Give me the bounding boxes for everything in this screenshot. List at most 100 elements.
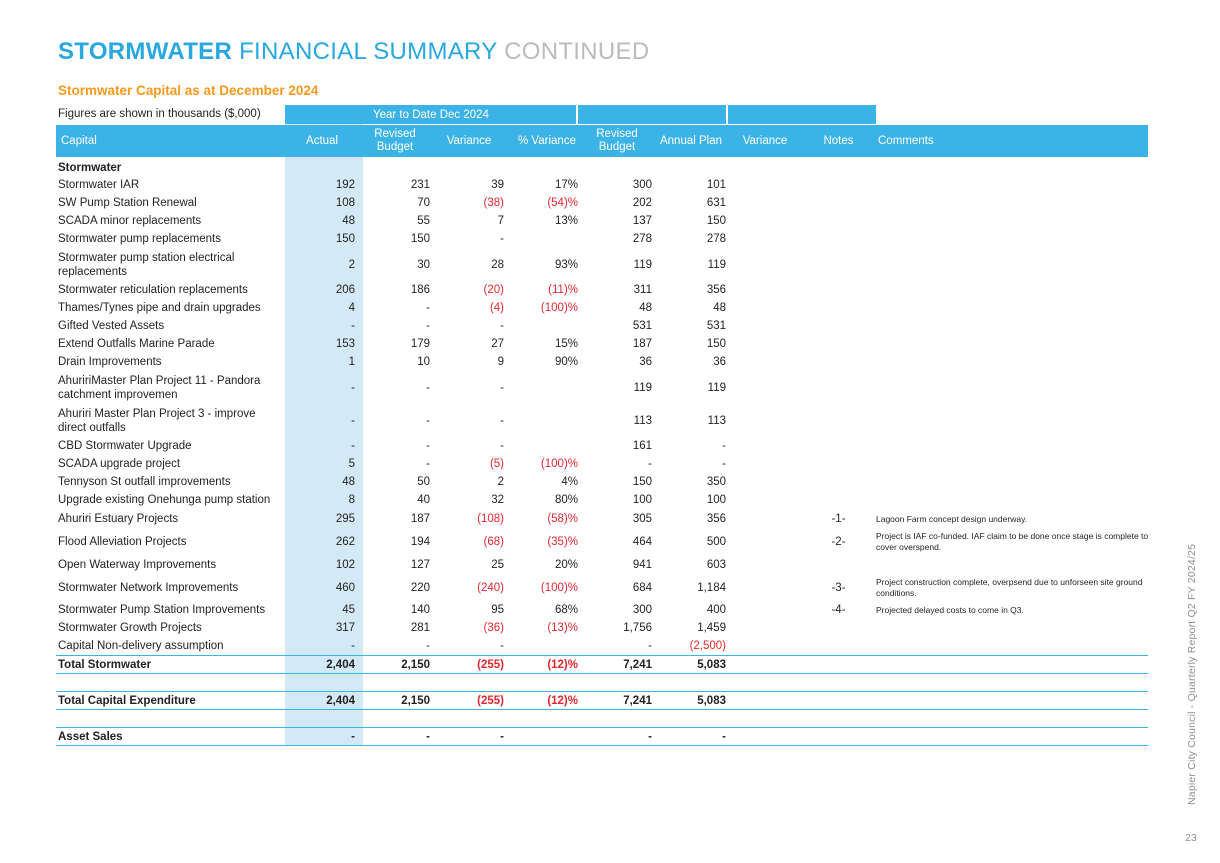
variance-ytd-cell: (255) [477, 658, 504, 671]
table-row: SCADA upgrade project 5 - (5) (100)% - - [56, 455, 1148, 473]
col-revised-budget: Revised Budget [596, 128, 638, 153]
row-label: Open Waterway Improvements [58, 559, 217, 571]
pct-variance-cell [508, 404, 578, 437]
figures-note: Figures are shown in thousands ($,000) [58, 108, 261, 120]
variance-ytd-cell: (68) [483, 536, 504, 548]
title-part-3: CONTINUED [504, 38, 650, 65]
row-label: AhuririMaster Plan Project 11 - Pandora … [58, 374, 261, 401]
variance-ytd-cell: (38) [483, 197, 504, 209]
comment-cell [876, 281, 1151, 299]
variance-ytd-cell: - [500, 414, 504, 427]
revised-budget-cell: - [648, 458, 652, 470]
variance-ytd-cell: (4) [489, 302, 504, 314]
annual-plan-cell: 5,083 [697, 658, 726, 671]
comment-cell: Project is IAF co-funded. IAF claim to b… [876, 531, 1149, 552]
table-row: AhuririMaster Plan Project 11 - Pandora … [56, 371, 1148, 404]
revised-budget-cell: 202 [632, 197, 652, 209]
comment-cell [876, 437, 1151, 455]
row-label: Stormwater Growth Projects [58, 622, 202, 634]
revised-budget-ytd-cell: 55 [417, 215, 430, 227]
row-label: SCADA upgrade project [58, 458, 181, 470]
comment-cell [876, 371, 1151, 404]
row-label: Gifted Vested Assets [58, 320, 165, 332]
notes-cell [816, 637, 861, 655]
revised-budget-cell: 7,241 [623, 694, 652, 707]
pct-variance-cell: (100)% [540, 582, 578, 594]
annual-plan-cell: 356 [706, 284, 726, 296]
budget-header-band [578, 105, 726, 124]
revised-budget-cell: 311 [633, 284, 652, 296]
ytd-header-band [285, 105, 576, 124]
revised-budget-cell: 531 [632, 320, 652, 332]
actual-cell: 5 [348, 458, 355, 470]
row-label: Stormwater Pump Station Improvements [58, 604, 266, 616]
actual-cell: 1 [348, 356, 355, 368]
revised-budget-ytd-cell: 2,150 [401, 658, 430, 671]
row-label: Stormwater reticulation replacements [58, 284, 248, 296]
revised-budget-ytd-cell: 150 [410, 233, 430, 245]
comment-cell [876, 404, 1151, 437]
pct-variance-cell: (100)% [540, 302, 578, 314]
actual-cell: 108 [335, 197, 355, 209]
pct-variance-cell: 90% [554, 356, 578, 368]
comment-cell [876, 299, 1151, 317]
row-label: Thames/Tynes pipe and drain upgrades [58, 302, 261, 314]
pct-variance-cell: (100)% [540, 458, 578, 470]
annual-plan-cell: 48 [713, 302, 726, 314]
table-row: Ahuriri Master Plan Project 3 - improve … [56, 404, 1148, 437]
revised-budget-ytd-cell: - [426, 640, 430, 652]
row-label: Total Stormwater [58, 658, 152, 671]
notes-cell [816, 404, 861, 437]
actual-cell: - [351, 640, 355, 652]
pct-variance-cell [508, 317, 578, 335]
revised-budget-ytd-cell: 231 [410, 179, 430, 191]
pct-variance-cell [508, 637, 578, 655]
pct-variance-cell: (11)% [548, 284, 578, 296]
revised-budget-ytd-cell: 187 [410, 513, 430, 525]
actual-cell: 48 [342, 476, 355, 488]
row-label: Asset Sales [58, 730, 123, 743]
actual-cell: - [351, 730, 355, 743]
variance-ytd-cell: - [500, 233, 504, 245]
variance-ytd-cell: (20) [483, 284, 504, 296]
variance-ytd-cell: 7 [497, 215, 504, 227]
table-row: Stormwater Growth Projects 317 281 (36) (13)… [56, 619, 1148, 637]
pct-variance-cell: 20% [554, 559, 578, 571]
pct-variance-cell: 13% [554, 215, 578, 227]
table-row: SCADA minor replacements 48 55 7 13% 137 150 [56, 212, 1148, 230]
actual-cell: 206 [335, 284, 355, 296]
table-row: Stormwater Pump Station Improvements 45 14… [56, 601, 1148, 619]
pct-variance-cell: 17% [554, 179, 578, 191]
table-row: Stormwater Network Improvements 460 220 (24… [56, 575, 1148, 601]
revised-budget-cell: 36 [639, 356, 652, 368]
row-label: SCADA minor replacements [58, 215, 202, 227]
revised-budget-cell: 137 [632, 215, 652, 227]
revised-budget-cell: 187 [632, 338, 652, 350]
table-row: SW Pump Station Renewal 108 70 (38) (54)% 202… [56, 194, 1148, 212]
pct-variance-cell: 4% [561, 476, 578, 488]
actual-cell: 262 [335, 536, 355, 548]
revised-budget-ytd-cell: 140 [410, 604, 430, 616]
comment-cell: Project construction complete, overpsend… [876, 577, 1143, 598]
annual-plan-cell: 119 [707, 381, 726, 394]
actual-cell: 4 [348, 302, 355, 314]
section-label: Stormwater [58, 161, 122, 174]
actual-cell: 2,404 [326, 658, 355, 671]
row-label: CBD Stormwater Upgrade [58, 440, 192, 452]
revised-budget-cell: 7,241 [623, 658, 652, 671]
annual-plan-cell: 150 [706, 215, 726, 227]
notes-cell [816, 299, 861, 317]
annual-plan-cell: - [722, 458, 726, 470]
revised-budget-ytd-cell: 127 [410, 559, 430, 571]
pct-variance-cell: (12)% [547, 658, 578, 671]
annual-plan-cell: 1,184 [697, 582, 726, 594]
variance-ytd-cell: - [500, 730, 504, 743]
row-label: Stormwater pump replacements [58, 233, 221, 245]
table-row: Thames/Tynes pipe and drain upgrades 4 - (4… [56, 299, 1148, 317]
pct-variance-cell: (54)% [547, 197, 578, 209]
revised-budget-ytd-cell: 70 [417, 197, 430, 209]
revised-budget-ytd-cell: - [426, 381, 430, 394]
comment-cell [876, 353, 1151, 371]
revised-budget-cell: 150 [632, 476, 652, 488]
revised-budget-ytd-cell: 281 [410, 622, 430, 634]
